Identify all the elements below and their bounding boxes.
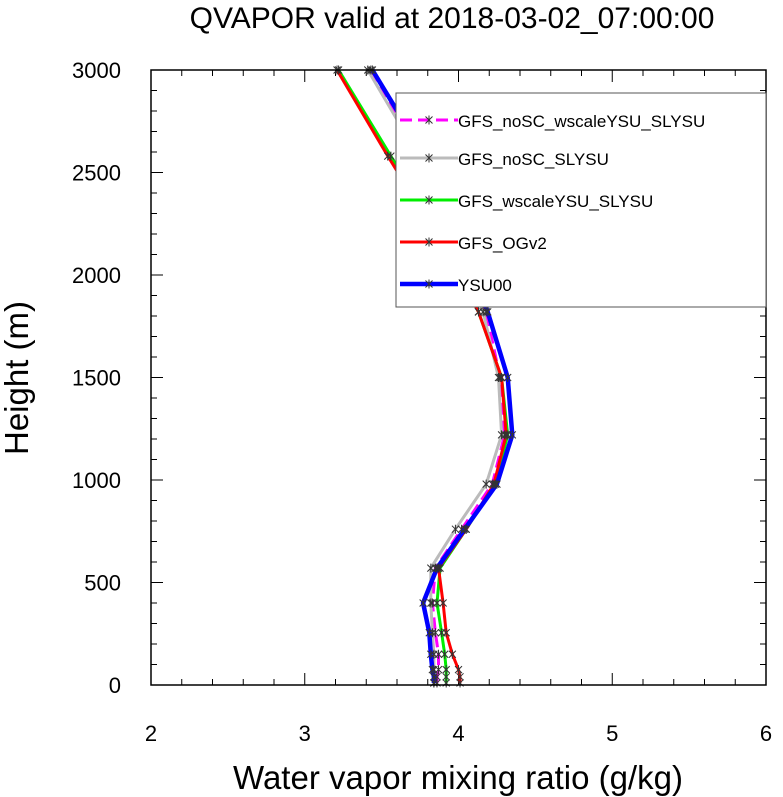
data-point-marker: [503, 373, 512, 382]
legend-label: GFS_wscaleYSU_SLYSU: [458, 192, 653, 211]
legend-label: GFS_noSC_SLYSU: [458, 150, 609, 169]
chart-title: QVAPOR valid at 2018-03-02_07:00:00: [190, 2, 715, 35]
x-tick-label: 6: [760, 721, 772, 746]
y-tick-label: 2000: [72, 263, 121, 288]
data-point-marker: [433, 598, 441, 608]
legend-marker: [425, 115, 433, 125]
data-point-marker: [383, 151, 392, 161]
data-point-marker: [437, 628, 446, 638]
y-tick-label: 3000: [72, 58, 121, 83]
legend-marker: [425, 153, 433, 163]
data-point-marker: [502, 430, 511, 440]
y-axis-label: Height (m): [0, 301, 35, 455]
y-tick-label: 500: [84, 571, 121, 596]
y-tick-label: 1500: [72, 366, 121, 391]
data-point-marker: [442, 665, 451, 675]
data-point-marker: [482, 479, 491, 489]
y-tick-label: 1000: [72, 468, 121, 493]
x-axis-label: Water vapor mixing ratio (g/kg): [233, 759, 683, 796]
x-tick-label: 2: [145, 721, 157, 746]
data-point-marker: [428, 665, 437, 675]
x-tick-label: 3: [299, 721, 311, 746]
data-point-marker: [474, 307, 483, 317]
legend-label: GFS_OGv2: [458, 234, 547, 253]
data-point-marker: [462, 524, 471, 534]
data-point-marker: [483, 307, 492, 317]
legend-marker: [425, 237, 433, 247]
legend-label: GFS_noSC_wscaleYSU_SLYSU: [458, 112, 705, 131]
data-point-marker: [442, 628, 451, 638]
x-tick-label: 5: [606, 721, 618, 746]
data-point-marker: [419, 598, 427, 608]
data-point-marker: [496, 373, 504, 382]
data-point-marker: [426, 598, 435, 608]
data-point-marker: [440, 649, 449, 659]
data-point-marker: [439, 598, 447, 608]
data-point-marker: [451, 524, 460, 534]
data-point-marker: [497, 373, 506, 382]
data-point-marker: [508, 430, 517, 440]
data-point-marker: [426, 649, 435, 659]
axis-ticks: 2 3 4 5 6 0 500 1000 1500 2000 2500 3000: [72, 58, 772, 746]
x-tick-label: 4: [452, 721, 464, 746]
data-point-marker: [456, 672, 464, 682]
data-point-marker: [491, 479, 500, 489]
data-point-marker: [426, 563, 435, 573]
plot-frame: [150, 69, 767, 686]
data-point-marker: [433, 563, 441, 573]
y-tick-label: 2500: [72, 161, 121, 186]
legend-label: YSU00: [458, 276, 512, 295]
y-tick-label: 0: [109, 673, 121, 698]
legend-marker: [425, 195, 433, 205]
data-point-marker: [454, 665, 463, 675]
legend-marker: [425, 279, 433, 289]
legend: GFS_noSC_wscaleYSU_SLYSU GFS_noSC_SLYSU GF…: [395, 92, 767, 308]
data-point-marker: [425, 628, 434, 638]
data-point-marker: [460, 524, 469, 534]
data-point-marker: [493, 479, 501, 489]
data-point-marker: [448, 649, 457, 659]
data-point-marker: [430, 672, 438, 682]
data-point-marker: [434, 563, 443, 573]
